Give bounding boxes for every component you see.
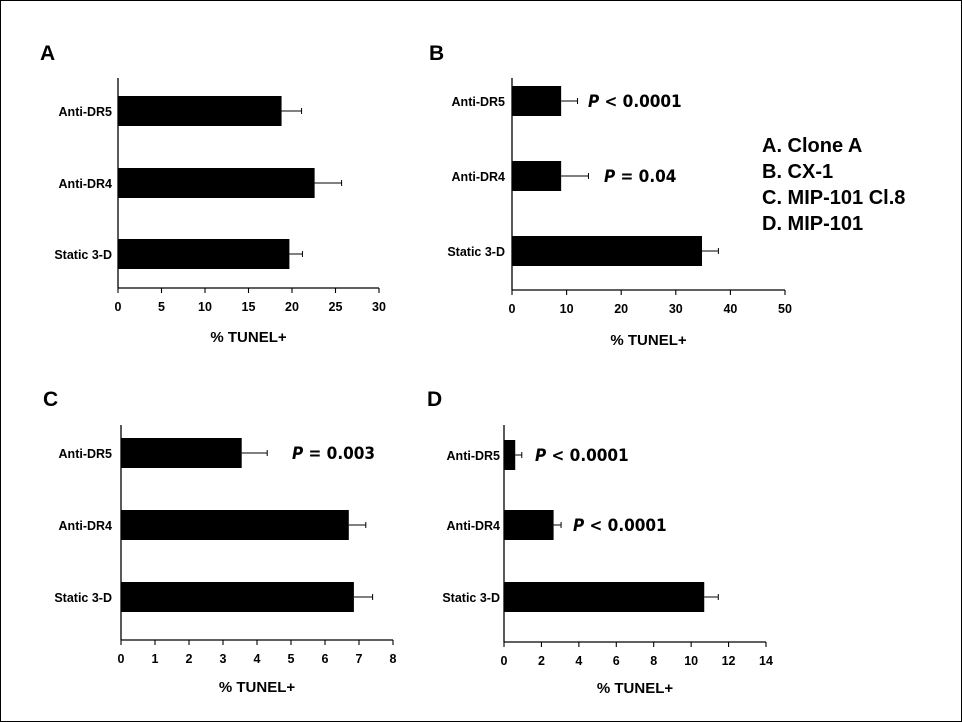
category-label: Static 3-D (54, 248, 112, 262)
x-tick-label: 50 (778, 302, 792, 316)
x-tick-label: 0 (118, 652, 125, 666)
bar (121, 438, 242, 468)
legend-item-mip-101: D. MIP-101 (762, 213, 864, 235)
bar (118, 168, 315, 198)
category-label: Static 3-D (447, 245, 505, 259)
x-axis-label: % TUNEL+ (610, 332, 687, 349)
x-tick-label: 5 (288, 652, 295, 666)
x-tick-label: 2 (186, 652, 193, 666)
legend-item-cx-1: B. CX-1 (762, 161, 834, 183)
bar (118, 96, 282, 126)
x-tick-label: 4 (575, 654, 582, 668)
bar (512, 86, 562, 116)
x-tick-label: 1 (152, 652, 159, 666)
panel-letter: D (427, 388, 442, 411)
x-tick-label: 2 (538, 654, 545, 668)
x-tick-label: 30 (372, 300, 386, 314)
bar (121, 510, 349, 540)
category-label: Anti-DR4 (59, 519, 113, 533)
category-label: Anti-DR5 (452, 95, 506, 109)
x-tick-label: 10 (684, 654, 698, 668)
x-tick-label: 15 (242, 300, 256, 314)
x-tick-label: 5 (158, 300, 165, 314)
legend-item-mip-101-cl8: C. MIP-101 Cl.8 (762, 187, 906, 209)
x-tick-label: 25 (329, 300, 343, 314)
x-tick-label: 7 (356, 652, 363, 666)
x-tick-label: 6 (322, 652, 329, 666)
category-label: Anti-DR5 (59, 105, 113, 119)
x-tick-label: 10 (560, 302, 574, 316)
bar (504, 510, 554, 540)
x-axis-label: % TUNEL+ (597, 680, 674, 697)
bar (121, 582, 354, 612)
x-tick-label: 40 (723, 302, 737, 316)
bar (512, 236, 703, 266)
panel-letter: C (43, 388, 58, 411)
p-value-label: P = 0.003 (292, 444, 375, 464)
p-value-label: P < 0.0001 (588, 92, 682, 112)
panel-c: C 0 1 2 3 4 5 6 7 8 % TUNEL+ Anti-DR5 P = 0.003 Anti-… (43, 388, 397, 696)
x-tick-label: 14 (759, 654, 773, 668)
x-axis-label: % TUNEL+ (210, 329, 287, 346)
category-label: Anti-DR5 (59, 447, 113, 461)
x-tick-label: 30 (669, 302, 683, 316)
panel-d: D 0 2 4 6 8 10 12 14 % TUNEL+ Anti-DR5 P < 0.0001 An… (427, 388, 773, 697)
legend-item-clone-a: A. Clone A (762, 135, 863, 157)
bar (512, 161, 562, 191)
x-tick-label: 0 (509, 302, 516, 316)
category-label: Static 3-D (442, 591, 500, 605)
panel-b: B 0 10 20 30 40 50 % TUNEL+ Anti-DR5 P < 0.0001 An… (429, 42, 792, 349)
panel-a: A 0 5 10 15 20 25 30 % TUNEL+ Anti-DR5 Anti-DR4 Sta… (40, 42, 386, 346)
x-axis-label: % TUNEL+ (219, 679, 296, 696)
category-label: Anti-DR4 (59, 177, 113, 191)
x-tick-label: 0 (501, 654, 508, 668)
x-tick-label: 6 (613, 654, 620, 668)
x-tick-label: 10 (198, 300, 212, 314)
category-label: Anti-DR5 (447, 449, 501, 463)
p-value-label: P = 0.04 (604, 167, 676, 187)
x-tick-label: 12 (722, 654, 736, 668)
bar (118, 239, 290, 269)
bar (504, 440, 516, 470)
category-label: Static 3-D (54, 591, 112, 605)
bar (504, 582, 705, 612)
category-label: Anti-DR4 (447, 519, 501, 533)
category-label: Anti-DR4 (452, 170, 506, 184)
panel-letter: B (429, 42, 444, 65)
x-tick-label: 20 (285, 300, 299, 314)
legend: A. Clone A B. CX-1 C. MIP-101 Cl.8 D. MI… (762, 133, 905, 237)
x-tick-label: 4 (254, 652, 261, 666)
x-tick-label: 8 (390, 652, 397, 666)
x-tick-label: 0 (115, 300, 122, 314)
x-tick-label: 3 (220, 652, 227, 666)
p-value-label: P < 0.0001 (535, 446, 629, 466)
p-value-label: P < 0.0001 (573, 516, 667, 536)
x-tick-label: 20 (614, 302, 628, 316)
x-tick-label: 8 (650, 654, 657, 668)
panel-letter: A (40, 42, 55, 65)
